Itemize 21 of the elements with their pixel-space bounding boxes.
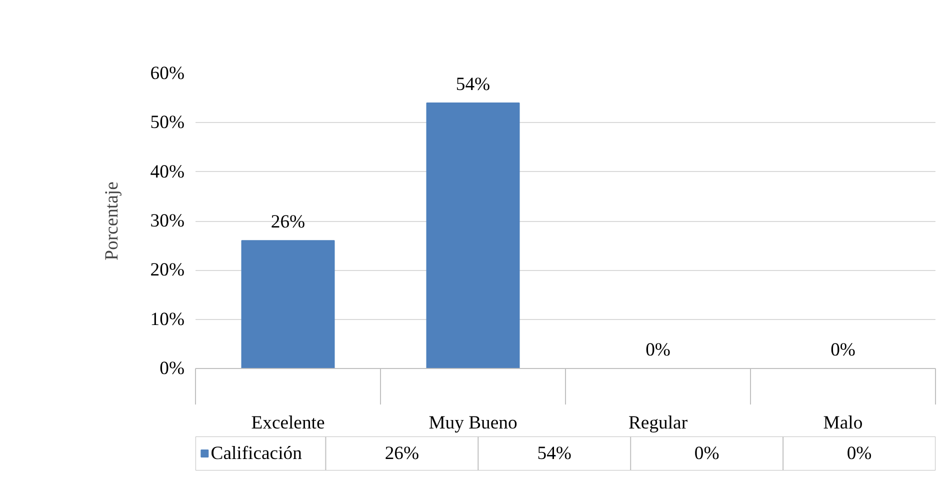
text: 26% [384, 443, 420, 464]
y-tick-label: 60% [150, 63, 185, 84]
text: 54% [537, 443, 572, 464]
y-axis-title: Porcentaje [101, 182, 122, 260]
text: 0% [694, 443, 720, 464]
data-label: 54% [456, 74, 490, 95]
x-tick-label: Malo [823, 412, 863, 434]
y-tick-label: 30% [150, 210, 185, 232]
data-label: 0% [646, 340, 670, 360]
y-tick-label: 50% [150, 112, 185, 134]
y-tick-label: 0% [160, 358, 185, 379]
y-tick-label: 20% [150, 260, 185, 281]
text: 0% [846, 443, 872, 464]
data-label: 0% [830, 340, 856, 360]
y-tick-label: 10% [150, 308, 185, 330]
x-tick-label: Excelente [251, 412, 325, 434]
x-tick-label: Regular [628, 412, 688, 434]
x-tick-label: Muy Bueno [428, 412, 518, 434]
y-tick-label: 40% [150, 161, 185, 182]
legend-label: Calificación [210, 443, 303, 464]
data-label: 26% [270, 212, 306, 233]
